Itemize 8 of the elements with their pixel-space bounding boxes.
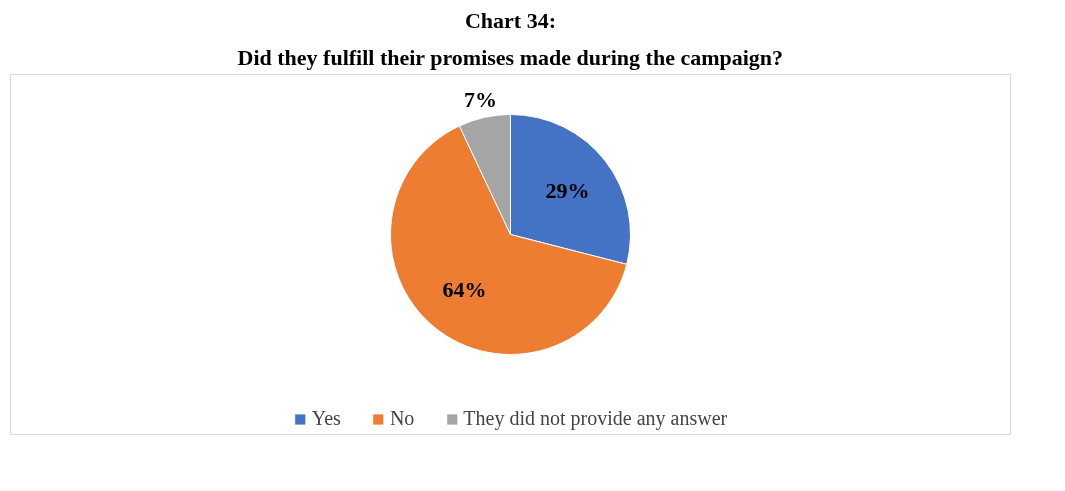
data-label: 7% xyxy=(463,87,497,113)
chart-title: Chart 34: xyxy=(464,7,557,33)
legend-label: Yes xyxy=(311,407,341,430)
data-label: 29% xyxy=(545,177,590,203)
legend-label: No xyxy=(389,407,415,430)
chart-subtitle: Did they fulfill their promises made during the campaign? xyxy=(237,44,784,70)
data-label: 64% xyxy=(442,277,487,303)
legend-label: They did not provide any answer xyxy=(463,407,728,430)
